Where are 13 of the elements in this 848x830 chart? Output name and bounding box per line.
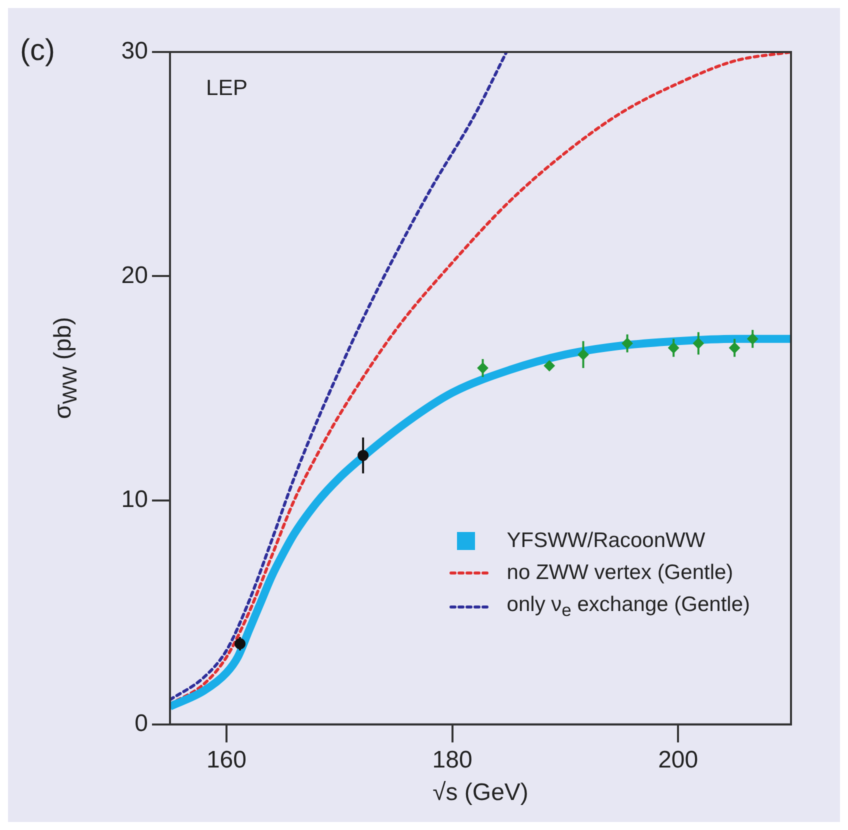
y-tick-label: 20 — [121, 262, 148, 289]
annotation: LEP — [206, 75, 248, 100]
legend-label: only ν$_{e}$ exchange (Gentle) — [506, 592, 750, 622]
legend-label: YFSWW/RacoonWW — [506, 528, 706, 554]
x-axis-title: √s (GeV) — [432, 779, 528, 806]
y-tick-label: 0 — [134, 710, 148, 738]
x-tick-label: 180 — [432, 746, 472, 774]
x-tick-label: 160 — [206, 746, 246, 774]
legend-label: no ZWW vertex (Gentle) — [506, 560, 734, 586]
chart-title: (c) — [20, 34, 55, 68]
x-tick-label: 200 — [658, 746, 698, 774]
y-tick-label: 30 — [121, 38, 148, 65]
y-tick-label: 10 — [121, 486, 148, 513]
